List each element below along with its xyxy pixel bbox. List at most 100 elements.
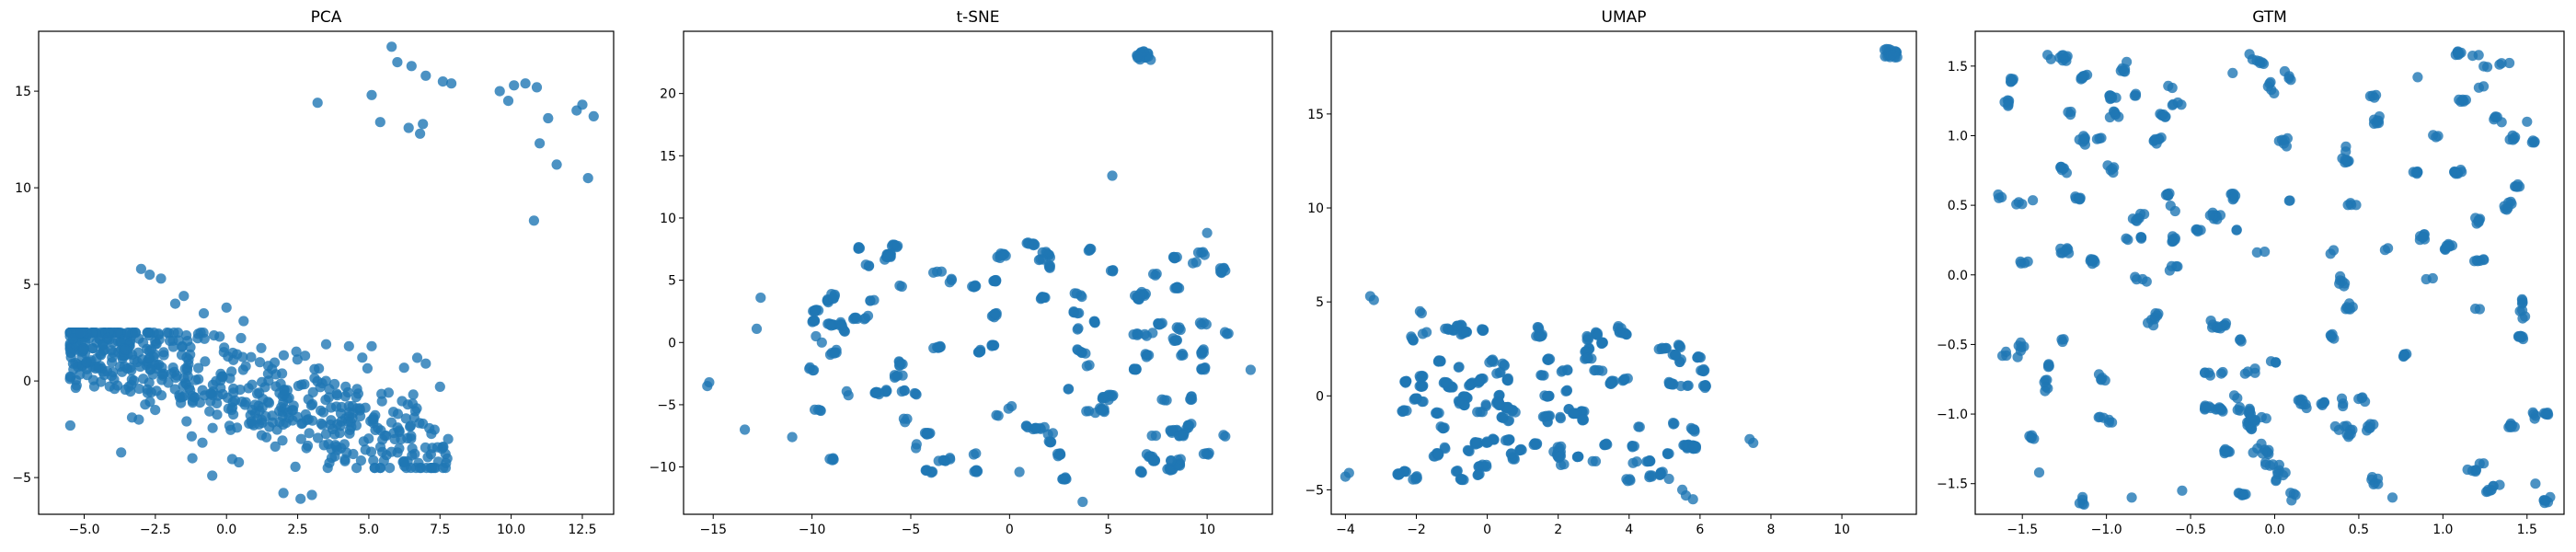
scatter-point [841, 385, 852, 397]
scatter-point [1644, 470, 1655, 481]
scatter-point [1175, 454, 1186, 465]
scatter-point [1748, 437, 1759, 448]
scatter-point [1570, 408, 1581, 420]
scatter-point [411, 352, 423, 363]
scatter-point [116, 447, 127, 458]
x-tick-label: −1.5 [2007, 523, 2038, 537]
y-tick-label: −10 [649, 461, 676, 476]
scatter-point [2169, 234, 2180, 246]
scatter-point [316, 420, 328, 431]
scatter-point [1399, 376, 1410, 387]
scatter-point [2136, 232, 2147, 243]
scatter-point [1416, 307, 1427, 318]
x-tick-label: −1.0 [2091, 523, 2122, 537]
scatter-point [2470, 466, 2481, 477]
scatter-point [986, 339, 997, 351]
scatter-point [1473, 375, 1485, 387]
scatter-point [386, 41, 397, 52]
scatter-point [2337, 153, 2348, 164]
x-tick-label: −10 [799, 523, 826, 537]
scatter-point [1453, 362, 1464, 373]
scatter-point [2017, 199, 2028, 210]
scatter-point [1586, 353, 1597, 364]
x-tick-label: 2 [1554, 523, 1562, 537]
scatter-point [312, 98, 323, 109]
scatter-point [1542, 391, 1553, 402]
axes-frame [1330, 30, 1917, 515]
scatter-point [892, 240, 903, 251]
scatter-point [2541, 408, 2552, 420]
scatter-point [430, 463, 441, 474]
scatter-point [1098, 405, 1109, 416]
scatter-point [2340, 141, 2352, 152]
scatter-point [1562, 364, 1573, 375]
y-tick-label: −1.0 [1937, 408, 1968, 422]
scatter-point [910, 388, 921, 399]
scatter-point [270, 441, 281, 452]
scatter-point [291, 346, 302, 357]
scatter-point [2410, 167, 2421, 178]
scatter-point [1194, 317, 1205, 328]
scatter-point [181, 416, 192, 427]
scatter-point [339, 455, 351, 466]
scatter-point [588, 110, 599, 121]
y-tick-label: −5 [12, 471, 31, 486]
scatter-point [2236, 336, 2247, 347]
scatter-point [369, 463, 380, 474]
scatter-point [854, 243, 866, 254]
scatter-point [1627, 457, 1639, 468]
scatter-point [307, 398, 318, 409]
scatter-point [1072, 308, 1083, 319]
scatter-point [2256, 438, 2267, 449]
y-tick-label: −5 [657, 398, 676, 413]
scatter-point [277, 435, 288, 446]
x-tick-label: 10.0 [497, 523, 525, 537]
scatter-point [1134, 289, 1145, 300]
scatter-point [1167, 333, 1179, 344]
scatter-point [122, 328, 133, 339]
y-tick-label: 0 [23, 374, 31, 389]
scatter-point [236, 332, 247, 344]
scatter-point [405, 420, 416, 431]
scatter-point [2076, 73, 2087, 84]
scatter-points [702, 46, 1256, 508]
scatter-point [2058, 334, 2069, 345]
scatter-point [96, 350, 107, 361]
scatter-point [2203, 401, 2214, 412]
scatter-point [1604, 378, 1616, 389]
scatter-point [87, 343, 98, 354]
scatter-point [2329, 420, 2340, 432]
scatter-point [2325, 248, 2336, 259]
scatter-point [313, 432, 324, 443]
scatter-point [2256, 411, 2267, 423]
scatter-point [1168, 252, 1179, 263]
scatter-point [2474, 458, 2485, 469]
scatter-point [2230, 190, 2241, 201]
scatter-point [2105, 92, 2116, 103]
scatter-point [360, 402, 371, 413]
scatter-point [945, 454, 956, 465]
y-tick-label: 15 [660, 149, 676, 164]
x-tick-label: 1.0 [2432, 523, 2453, 537]
scatter-point [1587, 455, 1598, 466]
scatter-point [1199, 362, 1210, 374]
scatter-point [221, 302, 232, 313]
scatter-point [267, 363, 278, 374]
scatter-point [1153, 319, 1164, 330]
y-tick-label: 10 [660, 212, 676, 226]
scatter-point [1134, 54, 1145, 65]
scatter-point [1661, 342, 1672, 353]
scatter-point [1464, 445, 1475, 457]
scatter-point [1077, 496, 1088, 508]
scatter-point [2237, 489, 2248, 500]
scatter-point [1136, 467, 1147, 478]
x-tick-label: 5.0 [359, 523, 379, 537]
axes-frame [38, 30, 615, 515]
scatter-point [446, 78, 457, 89]
scatter-point [277, 368, 288, 379]
scatter-point [406, 61, 417, 72]
scatter-point [1494, 398, 1505, 409]
scatter-point [2121, 233, 2132, 244]
scatter-point [1657, 466, 1668, 477]
y-tick-label: −1.5 [1937, 477, 1968, 492]
